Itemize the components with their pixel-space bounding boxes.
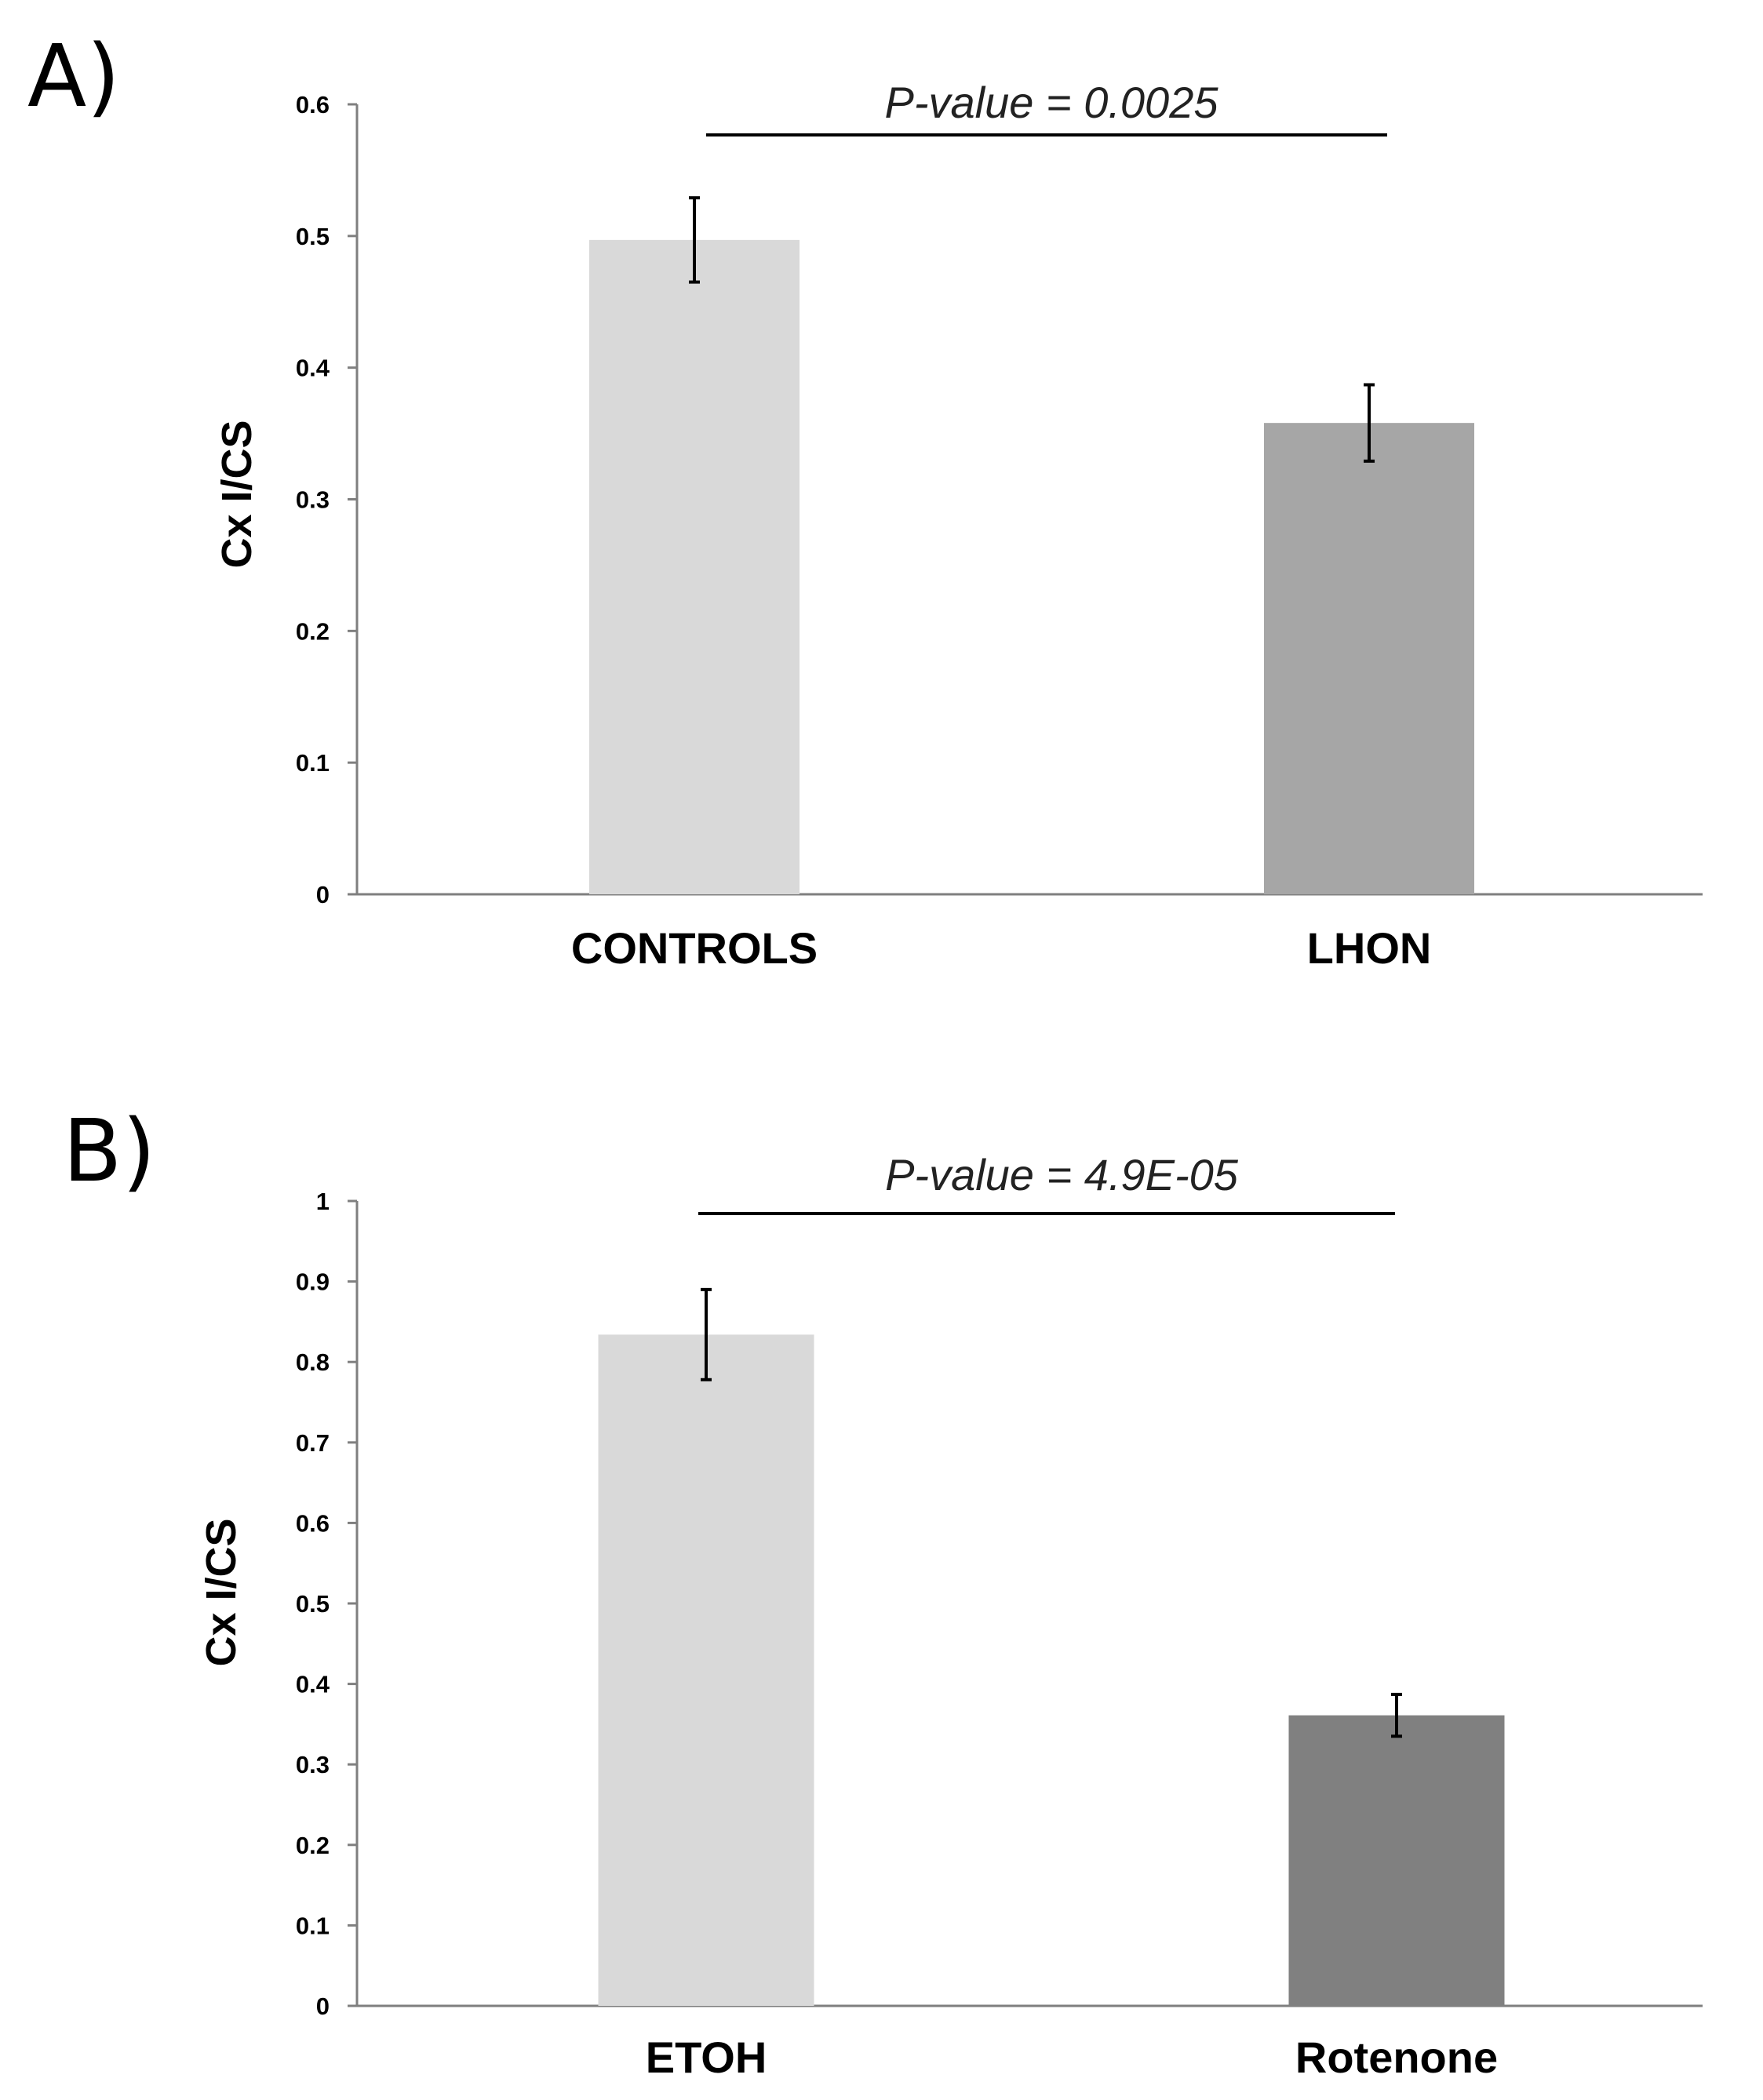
chart-a: A) Cx I/CS P-value = 0.0025 0 0.1 0.2 0.3 0.… [27,26,1703,973]
bar [598,1334,814,2006]
y-tick-label: 0.3 [296,486,330,514]
panel-label-a: A) [27,26,120,126]
bar [1288,1715,1505,2006]
x-category-label: Rotenone [1295,2033,1498,2082]
bar [589,239,800,894]
y-tick-label: 0.2 [296,617,330,645]
x-category-label: CONTROLS [571,923,818,973]
p-value-annotation: P-value = 0.0025 [885,78,1219,127]
y-tick-label: 0.7 [296,1429,330,1457]
x-category-label: ETOH [646,2033,767,2082]
y-tick-label: 0 [316,881,330,908]
x-category-label: LHON [1307,923,1432,973]
y-tick-label: 0 [316,1993,330,2020]
y-tick-label: 0.5 [296,1590,330,1618]
panel-label-b: B) [63,1101,155,1201]
y-tick-label: 0.6 [296,1509,330,1537]
y-tick-label: 0.1 [296,749,330,777]
y-tick-label: 0.8 [296,1348,330,1376]
bar [1264,423,1474,894]
y-tick-label: 1 [316,1188,330,1215]
y-axis-label: Cx I/CS [198,1518,245,1666]
y-axis-label: Cx I/CS [213,420,260,568]
y-tick-label: 0.6 [296,91,330,118]
y-tick-label: 0.4 [296,1671,330,1698]
p-value-annotation: P-value = 4.9E-05 [885,1150,1239,1199]
y-tick-label: 0.1 [296,1912,330,1939]
y-tick-label: 0.5 [296,223,330,250]
y-tick-label: 0.2 [296,1832,330,1859]
chart-b: B) Cx I/CS P-value = 4.9E-05 0 0.1 0.2 0.3 0… [63,1101,1703,2082]
y-tick-label: 0.3 [296,1751,330,1778]
y-tick-label: 0.9 [296,1268,330,1296]
y-tick-label: 0.4 [296,355,330,382]
